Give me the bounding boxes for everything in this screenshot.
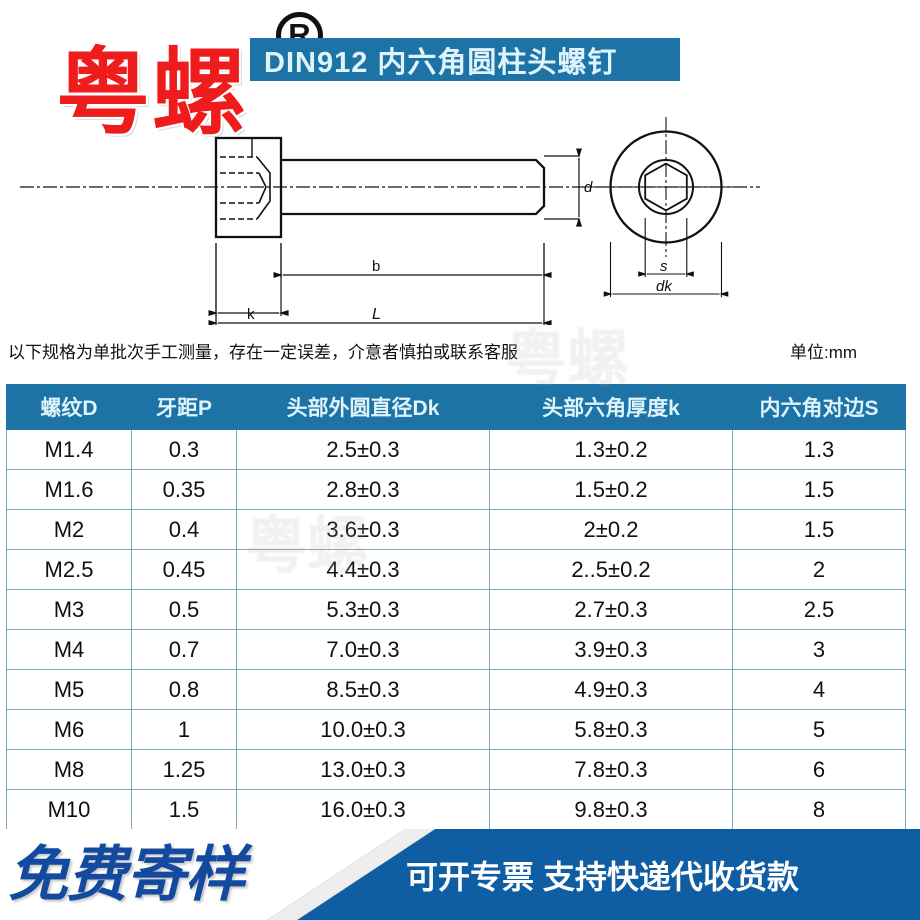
svg-text:k: k xyxy=(247,306,255,323)
svg-text:b: b xyxy=(372,258,380,275)
svg-text:dk: dk xyxy=(656,278,673,295)
svg-text:s: s xyxy=(660,258,668,275)
svg-text:L: L xyxy=(372,306,381,323)
